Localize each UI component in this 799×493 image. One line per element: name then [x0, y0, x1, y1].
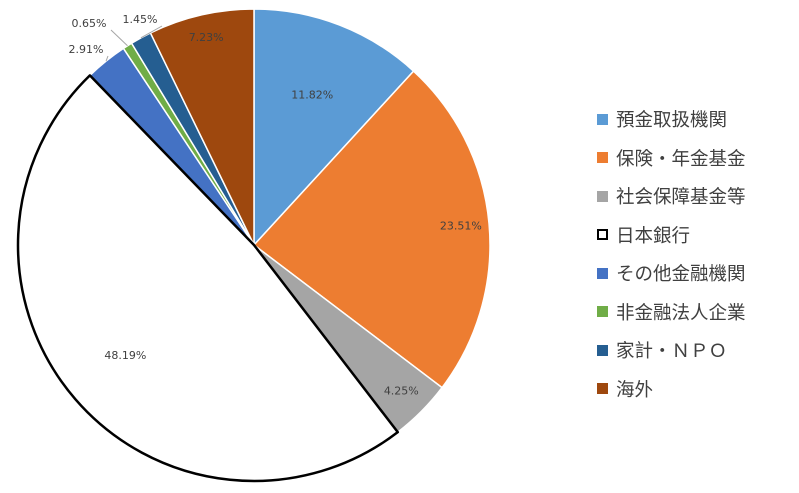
data-label-5: 2.91% [69, 43, 104, 56]
data-label-8: 7.23% [189, 31, 224, 44]
pie-slice-1 [253, 8, 415, 246]
legend-item-7: 家計・ＮＰＯ [597, 331, 746, 370]
leader-line-5 [105, 55, 109, 62]
legend-swatch [597, 383, 608, 395]
legend-swatch [597, 190, 608, 202]
legend-swatch [597, 113, 608, 125]
legend-swatch [597, 344, 608, 356]
leader-line-6 [110, 29, 128, 47]
legend-label: 非金融法人企業 [616, 302, 746, 324]
data-label-4: 48.19% [104, 349, 146, 362]
legend-item-8: 海外 [597, 370, 746, 409]
legend-item-5: その他金融機関 [597, 254, 746, 293]
legend-item-3: 社会保障基金等 [597, 177, 746, 216]
data-label-7: 1.45% [123, 13, 158, 26]
data-label-2: 23.51% [440, 219, 482, 232]
legend-item-1: 預金取扱機関 [597, 100, 746, 139]
legend-item-6: 非金融法人企業 [597, 293, 746, 332]
leader-lines [105, 25, 163, 62]
pie-slice-2 [253, 70, 491, 389]
legend-item-2: 保険・年金基金 [597, 139, 746, 178]
data-label-3: 4.25% [384, 384, 419, 397]
legend-label: 社会保障基金等 [616, 187, 746, 209]
pie-slice-outline-4 [16, 74, 400, 483]
legend-label: 預金取扱機関 [616, 110, 728, 132]
pie-slice-8 [149, 8, 255, 246]
leader-line-7 [140, 25, 163, 39]
legend-swatch [597, 306, 608, 318]
legend-label: 海外 [616, 379, 654, 401]
data-label-1: 11.82% [291, 88, 333, 101]
legend-label: 家計・ＮＰＯ [616, 341, 728, 363]
legend-label: 保険・年金基金 [616, 148, 746, 170]
data-label-6: 0.65% [72, 17, 107, 30]
data-labels: 11.82% 23.51% 4.25% 48.19% 2.91% 0.65% 1.45% 7.… [69, 13, 482, 397]
legend-item-4: 日本銀行 [597, 216, 746, 255]
legend-swatch [597, 152, 608, 164]
legend-swatch [597, 229, 608, 241]
pie-slices [16, 8, 491, 483]
legend-label: その他金融機関 [616, 264, 746, 286]
legend-swatch [597, 267, 608, 279]
legend-label: 日本銀行 [616, 225, 691, 247]
chart-legend: 預金取扱機関 保険・年金基金 社会保障基金等 日本銀行その他金融機関 非金融法人企業 家計… [597, 100, 746, 408]
